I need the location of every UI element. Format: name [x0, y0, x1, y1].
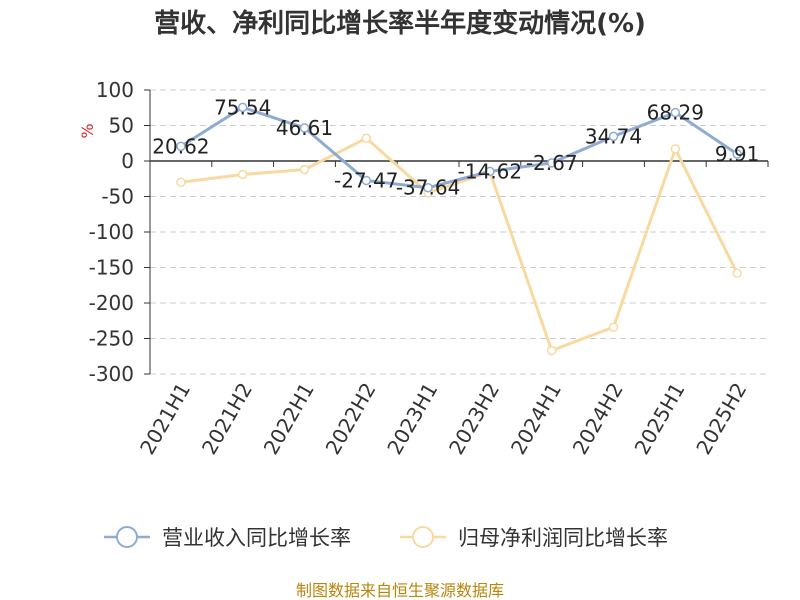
- series-point-1: [546, 345, 557, 356]
- data-label: 9.91: [715, 142, 760, 166]
- y-tick-label: -50: [101, 185, 134, 209]
- data-label: 68.29: [647, 101, 704, 125]
- data-label: 75.54: [214, 95, 271, 119]
- data-label: 46.61: [276, 116, 333, 140]
- x-tick-label: 2022H2: [321, 379, 381, 459]
- series-point-1: [361, 133, 372, 144]
- series-point-1: [176, 177, 186, 188]
- y-tick-label: -200: [89, 291, 134, 315]
- series-point-1: [299, 164, 310, 175]
- x-tick-label: 2024H2: [568, 379, 628, 459]
- source-note: 制图数据来自恒生聚源数据库: [296, 581, 504, 600]
- data-label: -37.64: [396, 176, 460, 200]
- x-tick-label: 2023H1: [382, 378, 442, 458]
- series-point-0: [732, 149, 742, 159]
- y-tick-label: -100: [89, 220, 134, 244]
- series-point-0: [361, 175, 372, 186]
- series-point-0: [670, 107, 681, 118]
- y-tick-label: -250: [89, 327, 134, 351]
- data-label: 20.62: [152, 134, 209, 158]
- legend-item-1[interactable]: 归母净利润同比增长率: [400, 526, 668, 550]
- data-label: 34.74: [585, 124, 642, 148]
- y-tick-label: -150: [89, 256, 134, 280]
- series-point-0: [176, 141, 186, 152]
- legend-swatch-marker: [116, 526, 138, 548]
- series-point-0: [299, 123, 310, 133]
- series-line-0: [180, 105, 738, 190]
- y-axis-unit: %: [78, 123, 97, 138]
- axes: [144, 89, 769, 375]
- x-tick-label: 2021H2: [197, 379, 257, 459]
- series-point-1: [237, 169, 248, 180]
- chart-title: 营收、净利同比增长率半年度变动情况(%): [154, 8, 646, 39]
- series-point-0: [423, 182, 433, 193]
- legend-swatch-marker: [412, 526, 434, 548]
- gridlines: [150, 89, 768, 375]
- x-tick-label: 2024H1: [506, 379, 566, 459]
- series-line-1: [180, 136, 739, 353]
- legend-label: 营业收入同比增长率: [162, 526, 351, 550]
- series-point-1: [732, 268, 742, 278]
- legend[interactable]: 营业收入同比增长率 归母净利润同比增长率: [104, 526, 668, 550]
- series-point-0: [485, 166, 495, 177]
- legend-item-0[interactable]: 营业收入同比增长率: [104, 526, 351, 550]
- x-tick-label: 2025H2: [691, 379, 751, 459]
- series-point-1: [608, 322, 619, 332]
- x-tick-label: 2021H1: [135, 379, 195, 459]
- series-point-0: [546, 158, 557, 168]
- y-tick-label: 100: [96, 78, 134, 102]
- y-tick-label: -300: [89, 362, 134, 386]
- y-tick-labels: 100 50 0 -50 -100 -150 -200 -250 -300: [89, 78, 134, 386]
- x-tick-labels: 2021H1 2021H2 2022H1 2022H2 2023H1 2023H2 2024…: [135, 378, 751, 458]
- series-lines: [176, 102, 742, 356]
- x-tick-label: 2023H2: [444, 379, 504, 459]
- series-point-1: [670, 144, 681, 154]
- data-label: -14.62: [458, 159, 522, 183]
- data-label: -27.47: [334, 169, 398, 193]
- x-tick-label: 2022H1: [259, 379, 319, 459]
- series-point-0: [608, 131, 619, 142]
- x-tick-label: 2025H1: [630, 379, 690, 459]
- series-point-0: [237, 102, 248, 113]
- y-tick-label: 50: [109, 114, 134, 138]
- data-label: -2.67: [526, 151, 578, 175]
- y-tick-label: 0: [121, 149, 134, 173]
- legend-label: 归母净利润同比增长率: [458, 526, 668, 550]
